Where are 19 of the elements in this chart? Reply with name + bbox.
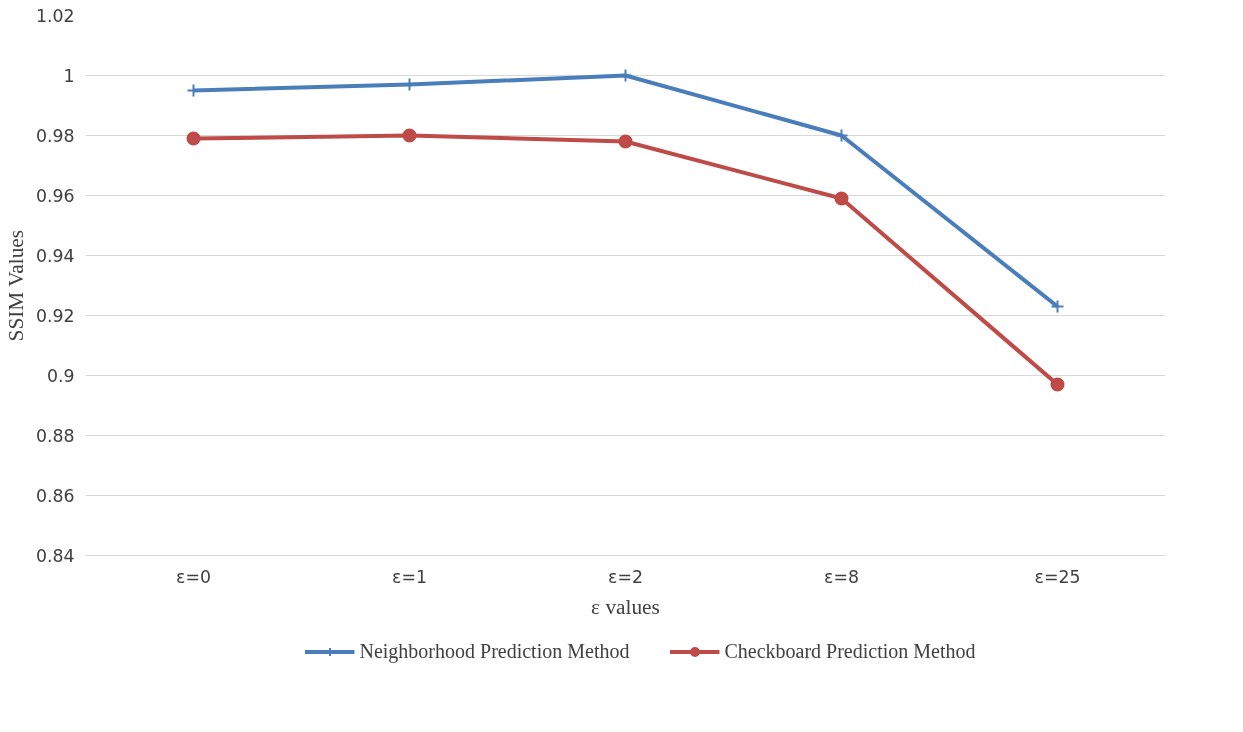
y-tick-label: 0.98 bbox=[35, 126, 75, 146]
y-axis-title: SSIM Values bbox=[3, 229, 28, 342]
x-tick-label: ε=8 bbox=[824, 566, 859, 587]
y-tick-label: 0.94 bbox=[35, 246, 75, 266]
y-tick-label: 0.84 bbox=[35, 546, 75, 566]
x-axis-title: ε values bbox=[591, 594, 660, 619]
legend-label: Checkboard Prediction Method bbox=[724, 639, 976, 663]
y-tick-label: 0.96 bbox=[35, 186, 75, 206]
y-tick-label: 0.86 bbox=[35, 486, 75, 506]
x-tick-label: ε=1 bbox=[392, 566, 427, 587]
x-tick-label: ε=0 bbox=[176, 566, 211, 587]
legend-label: Neighborhood Prediction Method bbox=[359, 639, 630, 663]
y-tick-label: 1.02 bbox=[35, 6, 75, 26]
y-tick-label: 0.92 bbox=[35, 306, 75, 326]
y-tick-label: 0.9 bbox=[46, 366, 75, 386]
x-tick-label: ε=2 bbox=[608, 566, 643, 587]
x-tick-label: ε=25 bbox=[1034, 566, 1081, 587]
y-tick-label: 0.88 bbox=[35, 426, 75, 446]
y-tick-label: 1 bbox=[63, 66, 75, 86]
